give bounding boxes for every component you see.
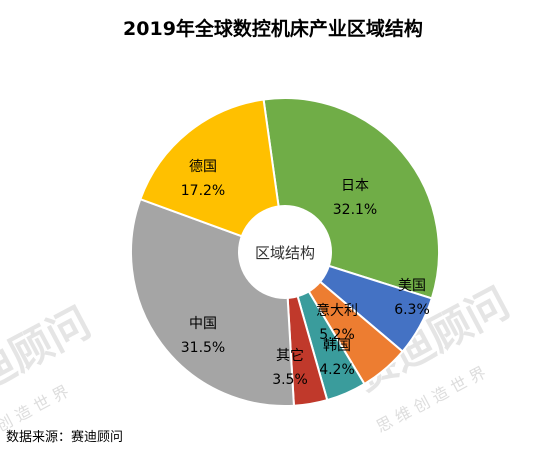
donut-hole [238, 205, 332, 299]
donut-center-label: 区域结构 [255, 244, 315, 262]
slice-value-label: 6.3% [394, 302, 430, 318]
slice-value-label: 4.2% [319, 362, 355, 378]
slice-value-label: 3.5% [272, 372, 308, 388]
slice-value-label: 5.2% [319, 327, 355, 343]
chart-title: 2019年全球数控机床产业区域结构 [123, 18, 423, 40]
slice-value-label: 31.5% [181, 340, 225, 356]
slice-value-label: 17.2% [181, 183, 225, 199]
slice-name-label: 其它 [276, 347, 304, 364]
slice-德国 [139, 98, 287, 254]
slice-value-label: 32.1% [333, 202, 377, 218]
slice-name-label: 中国 [189, 316, 217, 332]
slice-name-label: 日本 [341, 178, 369, 194]
slice-name-label: 韩国 [323, 338, 351, 354]
slice-name-label: 意大利 [316, 302, 358, 319]
slice-name-label: 德国 [189, 159, 217, 175]
source-note: 数据来源：赛迪顾问 [6, 430, 124, 445]
slice-name-label: 美国 [398, 278, 426, 294]
slice-labels: 日本 32.1% 美国 6.3% 意大利 5.2%韩国 4.2% 其它 3.5% 中国 31.5% 德… [181, 159, 430, 388]
